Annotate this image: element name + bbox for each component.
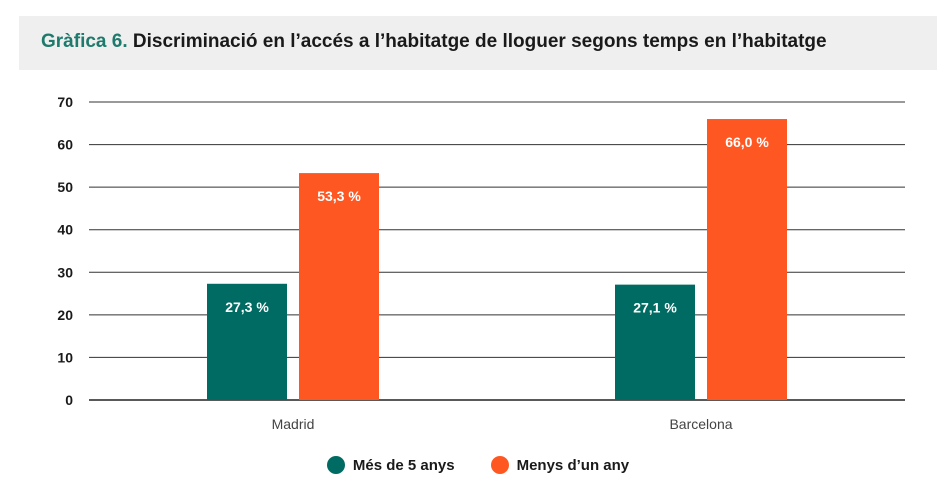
- data-label-madrid-series-0: 27,3 %: [225, 299, 269, 315]
- bar-barcelona-series-1: [707, 119, 787, 401]
- chart-frame: Gràfica 6. Discriminació en l’accés a l’…: [19, 16, 937, 494]
- x-tick-label-barcelona: Barcelona: [669, 416, 732, 432]
- legend-item-menys-dun-any: Menys d’un any: [490, 456, 630, 474]
- y-tick-label-50: 50: [57, 179, 73, 195]
- chart-title: Gràfica 6. Discriminació en l’accés a l’…: [41, 31, 827, 53]
- legend-item-mes-de-5-anys: Més de 5 anys: [326, 456, 455, 474]
- title-bar: Gràfica 6. Discriminació en l’accés a l’…: [19, 16, 937, 70]
- chart-title-text: Discriminació en l’accés a l’habitatge d…: [132, 31, 827, 52]
- bar-chart: 0 10 20 30 40 50 60 70 27,3 % 53,3 % Madrid 27,1 % 6…: [57, 94, 905, 432]
- bar-madrid-series-0: [207, 283, 287, 400]
- bar-madrid-series-1: [299, 173, 379, 400]
- bar-barcelona-series-0: [615, 284, 695, 400]
- data-label-barcelona-series-1: 66,0 %: [725, 134, 769, 150]
- y-tick-label-70: 70: [57, 94, 73, 110]
- legend: Més de 5 anys Menys d’un any: [19, 456, 937, 474]
- data-label-barcelona-series-0: 27,1 %: [633, 300, 677, 316]
- x-tick-label-madrid: Madrid: [272, 416, 315, 432]
- y-tick-label-30: 30: [57, 264, 73, 280]
- legend-swatch-mes-de-5-anys: [326, 456, 345, 474]
- y-tick-label-10: 10: [57, 349, 73, 365]
- chart-number: Gràfica 6.: [41, 31, 128, 52]
- legend-swatch-menys-dun-any: [490, 456, 509, 474]
- y-tick-label-40: 40: [57, 222, 73, 238]
- y-tick-label-20: 20: [57, 307, 73, 323]
- y-tick-label-0: 0: [65, 392, 73, 408]
- legend-label-menys-dun-any: Menys d’un any: [516, 456, 630, 474]
- y-tick-label-60: 60: [57, 137, 73, 153]
- legend-label-mes-de-5-anys: Més de 5 anys: [352, 456, 455, 474]
- data-label-madrid-series-1: 53,3 %: [317, 188, 361, 204]
